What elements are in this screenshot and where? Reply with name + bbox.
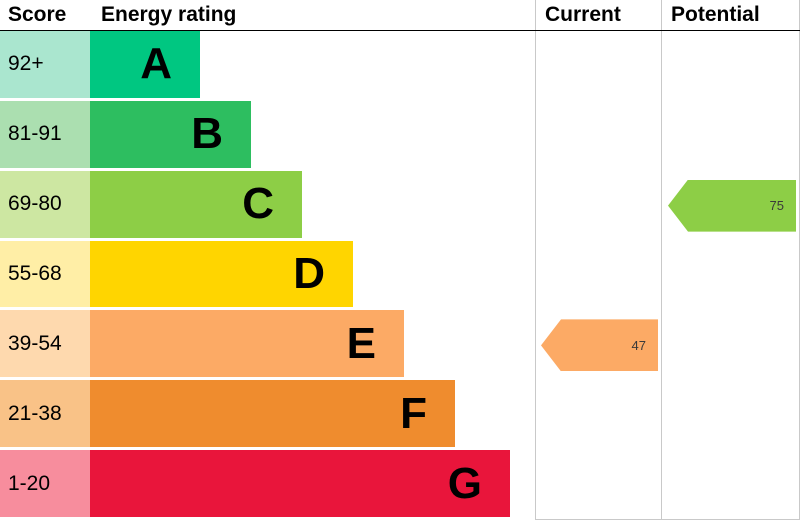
band-row-b: 81-91 B <box>0 100 800 171</box>
current-cell-b <box>535 100 661 171</box>
bar-area-d: D <box>90 240 535 311</box>
potential-rating-arrow: 75 <box>668 179 796 232</box>
rating-bar-d: D <box>90 240 353 308</box>
bar-area-e: E <box>90 310 535 380</box>
potential-cell-f <box>661 380 800 451</box>
current-cell-e: 47 <box>535 310 661 381</box>
band-row-e: 39-54 E 47 <box>0 310 800 381</box>
potential-cell-c: 75 <box>661 170 800 241</box>
header-current: Current <box>535 0 661 30</box>
rating-bar-f: F <box>90 380 455 448</box>
current-cell-d <box>535 240 661 311</box>
band-row-d: 55-68 D <box>0 240 800 311</box>
rating-bar-b: B <box>90 100 251 168</box>
score-range-b: 81-91 <box>0 100 90 168</box>
band-row-g: 1-20 G <box>0 450 800 520</box>
potential-cell-e <box>661 310 800 381</box>
rating-bar-c: C <box>90 170 302 238</box>
current-rating-value: 47 <box>631 337 646 353</box>
bar-area-f: F <box>90 380 535 450</box>
potential-cell-g <box>661 450 800 520</box>
score-range-e: 39-54 <box>0 310 90 378</box>
current-cell-c <box>535 170 661 241</box>
band-row-c: 69-80 C 75 <box>0 170 800 241</box>
header-potential: Potential <box>661 0 800 30</box>
score-range-g: 1-20 <box>0 450 90 518</box>
rating-bar-g: G <box>90 450 510 518</box>
band-row-f: 21-38 F <box>0 380 800 451</box>
current-cell-a <box>535 31 661 101</box>
current-cell-g <box>535 450 661 520</box>
current-rating-arrow: 47 <box>541 319 658 372</box>
score-range-a: 92+ <box>0 31 90 98</box>
current-cell-f <box>535 380 661 451</box>
band-row-a: 92+ A <box>0 31 800 101</box>
bar-area-a: A <box>90 31 535 101</box>
bar-area-c: C <box>90 170 535 241</box>
header-energy-rating: Energy rating <box>101 3 237 26</box>
header-score: Score <box>8 3 67 26</box>
potential-cell-a <box>661 31 800 101</box>
rating-bar-a: A <box>90 31 200 98</box>
bar-area-g: G <box>90 450 535 520</box>
score-range-f: 21-38 <box>0 380 90 448</box>
bar-area-b: B <box>90 100 535 171</box>
potential-cell-d <box>661 240 800 311</box>
potential-rating-value: 75 <box>769 198 784 214</box>
score-range-d: 55-68 <box>0 240 90 308</box>
band-rows: 92+ A 81-91 B 69-80 C 75 <box>0 31 800 520</box>
chart-header: Score Energy rating Current Potential <box>0 0 800 31</box>
rating-bar-e: E <box>90 310 404 378</box>
potential-cell-b <box>661 100 800 171</box>
score-range-c: 69-80 <box>0 170 90 238</box>
